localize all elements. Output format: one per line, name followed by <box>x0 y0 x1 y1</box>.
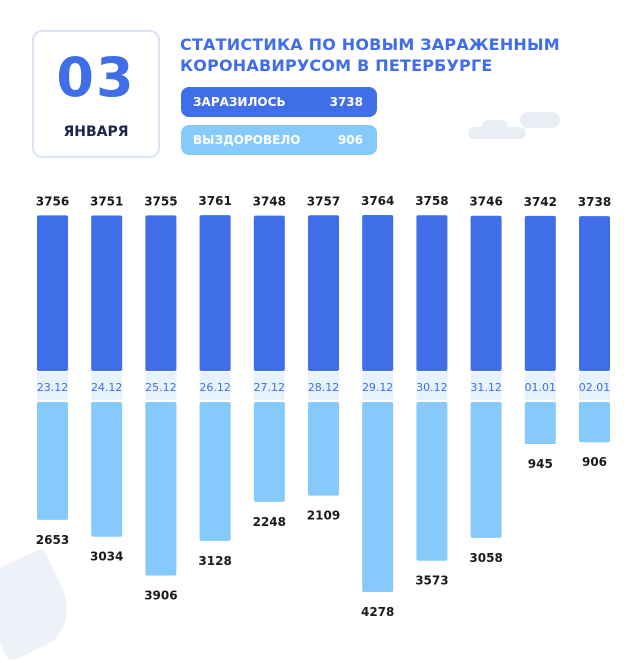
infected-bar <box>145 215 177 371</box>
recovered-bar <box>416 402 448 561</box>
title-line-2: КОРОНАВИРУСОМ В ПЕТЕРБУРГЕ <box>180 56 493 75</box>
recovered-value-label: 3128 <box>198 554 231 568</box>
infected-bar <box>416 215 448 371</box>
infected-bar <box>470 215 502 371</box>
infected-bar <box>524 215 556 371</box>
recovered-bar <box>37 402 68 520</box>
infected-value-label: 3761 <box>198 194 231 208</box>
date-band <box>91 372 123 400</box>
infected-value-label: 3738 <box>578 195 611 209</box>
recovered-value-label: 945 <box>528 457 553 471</box>
chart-title: СТАТИСТИКА ПО НОВЫМ ЗАРАЖЕННЫМ КОРОНАВИР… <box>180 34 600 76</box>
category-label: 26.12 <box>199 381 231 394</box>
date-band <box>579 372 610 400</box>
infected-value-label: 3742 <box>524 195 557 209</box>
legend-recovered-label: ВЫЗДОРОВЕЛО <box>193 133 301 147</box>
date-band <box>253 372 285 400</box>
date-band <box>37 372 68 400</box>
recovered-value-label: 3058 <box>469 551 502 565</box>
category-label: 24.12 <box>91 381 123 394</box>
infected-bar <box>362 215 394 371</box>
recovered-value-label: 3573 <box>415 574 448 588</box>
infected-value-label: 3764 <box>361 194 394 208</box>
date-band <box>308 372 339 400</box>
bar-chart: 3756 23.12 2653 3751 24.12 3034 3755 25.12 3906 3… <box>36 194 611 619</box>
infected-bar <box>579 216 610 371</box>
recovered-value-label: 906 <box>582 455 607 469</box>
category-label: 28.12 <box>308 381 340 394</box>
infected-value-label: 3748 <box>253 195 286 209</box>
title-line-1: СТАТИСТИКА ПО НОВЫМ ЗАРАЖЕННЫМ <box>180 35 560 54</box>
infected-value-label: 3757 <box>307 194 340 208</box>
category-label: 30.12 <box>416 381 448 394</box>
date-band <box>416 372 448 400</box>
category-label: 31.12 <box>470 381 502 394</box>
recovered-bar <box>362 402 394 592</box>
infected-value-label: 3758 <box>415 194 448 208</box>
recovered-value-label: 3906 <box>144 588 177 602</box>
legend-recovered: ВЫЗДОРОВЕЛО 906 <box>181 125 377 155</box>
cloud-decoration <box>482 120 508 134</box>
date-band <box>524 372 556 400</box>
recovered-bar <box>308 402 339 496</box>
recovered-value-label: 2109 <box>307 509 340 523</box>
legend-infected-label: ЗАРАЗИЛОСЬ <box>193 95 286 109</box>
legend-infected: ЗАРАЗИЛОСЬ 3738 <box>181 87 377 117</box>
category-label: 25.12 <box>145 381 177 394</box>
infected-value-label: 3746 <box>469 195 502 209</box>
category-label: 29.12 <box>362 381 394 394</box>
recovered-value-label: 2653 <box>36 533 69 547</box>
date-band <box>199 372 231 400</box>
recovered-bar <box>253 402 285 502</box>
recovered-bar <box>199 402 231 541</box>
recovered-bar <box>470 402 502 538</box>
date-band <box>470 372 502 400</box>
cloud-decoration <box>520 112 560 128</box>
category-label: 27.12 <box>254 381 286 394</box>
infected-bar <box>308 215 339 371</box>
recovered-bar <box>579 402 610 443</box>
recovered-value-label: 4278 <box>361 605 394 619</box>
date-day: 03 <box>56 46 136 109</box>
date-card: 03 ЯНВАРЯ <box>32 30 160 158</box>
infected-value-label: 3756 <box>36 194 69 208</box>
legend-infected-value: 3738 <box>329 95 363 109</box>
date-month: ЯНВАРЯ <box>63 124 129 140</box>
recovered-value-label: 2248 <box>253 515 286 529</box>
category-label: 02.01 <box>579 381 611 394</box>
date-band <box>145 372 177 400</box>
recovered-bar <box>524 402 556 444</box>
infected-bar <box>253 215 285 371</box>
recovered-bar <box>145 402 177 576</box>
legend-recovered-value: 906 <box>337 133 363 147</box>
recovered-bar <box>91 402 123 537</box>
category-label: 01.01 <box>525 381 557 394</box>
infected-bar <box>199 215 231 371</box>
category-label: 23.12 <box>37 381 69 394</box>
infected-bar <box>91 215 123 371</box>
infected-value-label: 3751 <box>90 195 123 209</box>
infected-bar <box>37 215 68 371</box>
date-band <box>362 372 394 400</box>
infected-value-label: 3755 <box>144 194 177 208</box>
recovered-value-label: 3034 <box>90 550 123 564</box>
